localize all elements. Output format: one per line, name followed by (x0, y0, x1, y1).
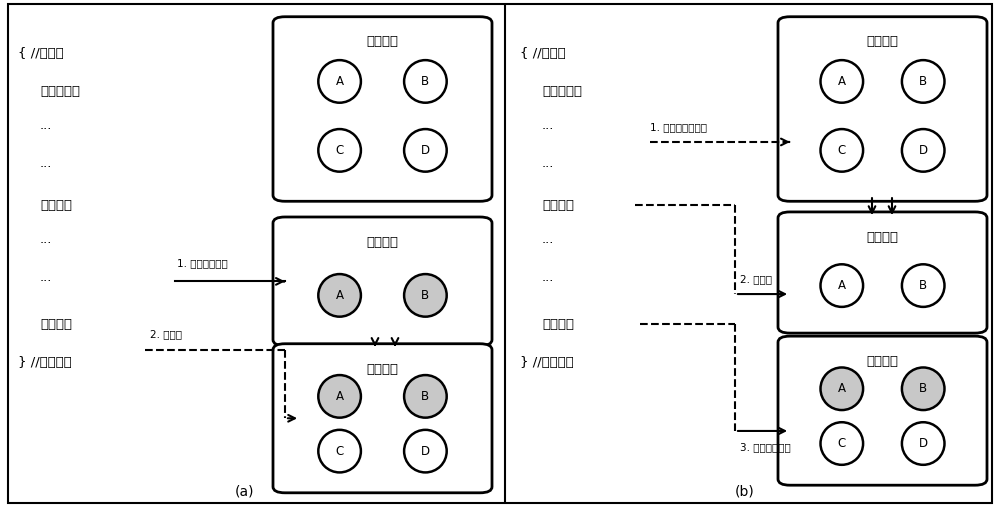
Text: B: B (421, 390, 429, 403)
Ellipse shape (902, 264, 944, 307)
Text: 持久化堆: 持久化堆 (366, 363, 398, 376)
Text: B: B (421, 75, 429, 88)
Ellipse shape (318, 60, 361, 103)
Text: 1. 复制地址和旧値: 1. 复制地址和旧値 (650, 122, 707, 132)
Text: 持久化写: 持久化写 (40, 199, 72, 212)
Text: D: D (919, 437, 928, 450)
Text: ···: ··· (40, 161, 52, 174)
Ellipse shape (821, 129, 863, 172)
FancyBboxPatch shape (778, 336, 987, 485)
Text: 1. 写地址和新値: 1. 写地址和新値 (177, 259, 228, 269)
Text: B: B (919, 279, 927, 292)
Text: ···: ··· (40, 123, 52, 136)
Text: C: C (335, 445, 344, 458)
Text: D: D (421, 445, 430, 458)
Text: ···: ··· (40, 275, 52, 288)
FancyBboxPatch shape (778, 212, 987, 333)
Text: C: C (335, 144, 344, 157)
FancyBboxPatch shape (778, 17, 987, 201)
Text: 2. 更新値: 2. 更新値 (150, 330, 182, 340)
Ellipse shape (318, 274, 361, 317)
FancyBboxPatch shape (273, 17, 492, 201)
Ellipse shape (404, 375, 447, 418)
FancyBboxPatch shape (273, 344, 492, 493)
Text: 撑销日志: 撑销日志 (867, 231, 899, 244)
Text: 3. 丢弃撑销日志: 3. 丢弃撑销日志 (740, 442, 791, 452)
Text: { //锁数据: { //锁数据 (18, 47, 64, 60)
Ellipse shape (318, 375, 361, 418)
Text: 持久化堆: 持久化堆 (867, 355, 899, 368)
Ellipse shape (821, 422, 863, 465)
Ellipse shape (404, 430, 447, 473)
FancyBboxPatch shape (273, 217, 492, 346)
Text: A: A (336, 289, 344, 302)
Ellipse shape (902, 368, 944, 410)
Ellipse shape (821, 60, 863, 103)
Text: { //锁数据: { //锁数据 (520, 47, 566, 60)
Text: A: A (838, 279, 846, 292)
Text: 事务初始化: 事务初始化 (542, 85, 582, 98)
Text: ···: ··· (40, 237, 52, 250)
Text: 事务提交: 事务提交 (40, 318, 72, 331)
Text: 重做日志: 重做日志 (366, 236, 398, 249)
Text: 事务初始化: 事务初始化 (40, 85, 80, 98)
Ellipse shape (902, 129, 944, 172)
Text: A: A (336, 390, 344, 403)
Ellipse shape (902, 422, 944, 465)
Ellipse shape (404, 60, 447, 103)
FancyBboxPatch shape (8, 4, 992, 503)
Text: } //解锁数据: } //解锁数据 (18, 356, 72, 369)
Text: 持久化写: 持久化写 (542, 199, 574, 212)
Text: ···: ··· (542, 275, 554, 288)
Text: A: A (838, 382, 846, 395)
Text: 持久化堆: 持久化堆 (867, 35, 899, 49)
Ellipse shape (318, 129, 361, 172)
Text: B: B (919, 382, 927, 395)
Text: A: A (838, 75, 846, 88)
Text: 2. 更新値: 2. 更新値 (740, 274, 772, 284)
Text: D: D (421, 144, 430, 157)
Ellipse shape (821, 368, 863, 410)
Text: C: C (838, 144, 846, 157)
Text: 事务提交: 事务提交 (542, 318, 574, 331)
Text: A: A (336, 75, 344, 88)
Ellipse shape (318, 430, 361, 473)
Ellipse shape (404, 274, 447, 317)
Text: (a): (a) (235, 485, 255, 499)
Text: } //解锁数据: } //解锁数据 (520, 356, 574, 369)
Text: C: C (838, 437, 846, 450)
Text: D: D (919, 144, 928, 157)
Ellipse shape (404, 129, 447, 172)
Text: B: B (421, 289, 429, 302)
Text: ···: ··· (542, 237, 554, 250)
Text: ···: ··· (542, 161, 554, 174)
Text: B: B (919, 75, 927, 88)
Ellipse shape (902, 60, 944, 103)
Ellipse shape (821, 264, 863, 307)
Text: 持久化堆: 持久化堆 (366, 35, 398, 49)
Text: ···: ··· (542, 123, 554, 136)
Text: (b): (b) (735, 485, 755, 499)
